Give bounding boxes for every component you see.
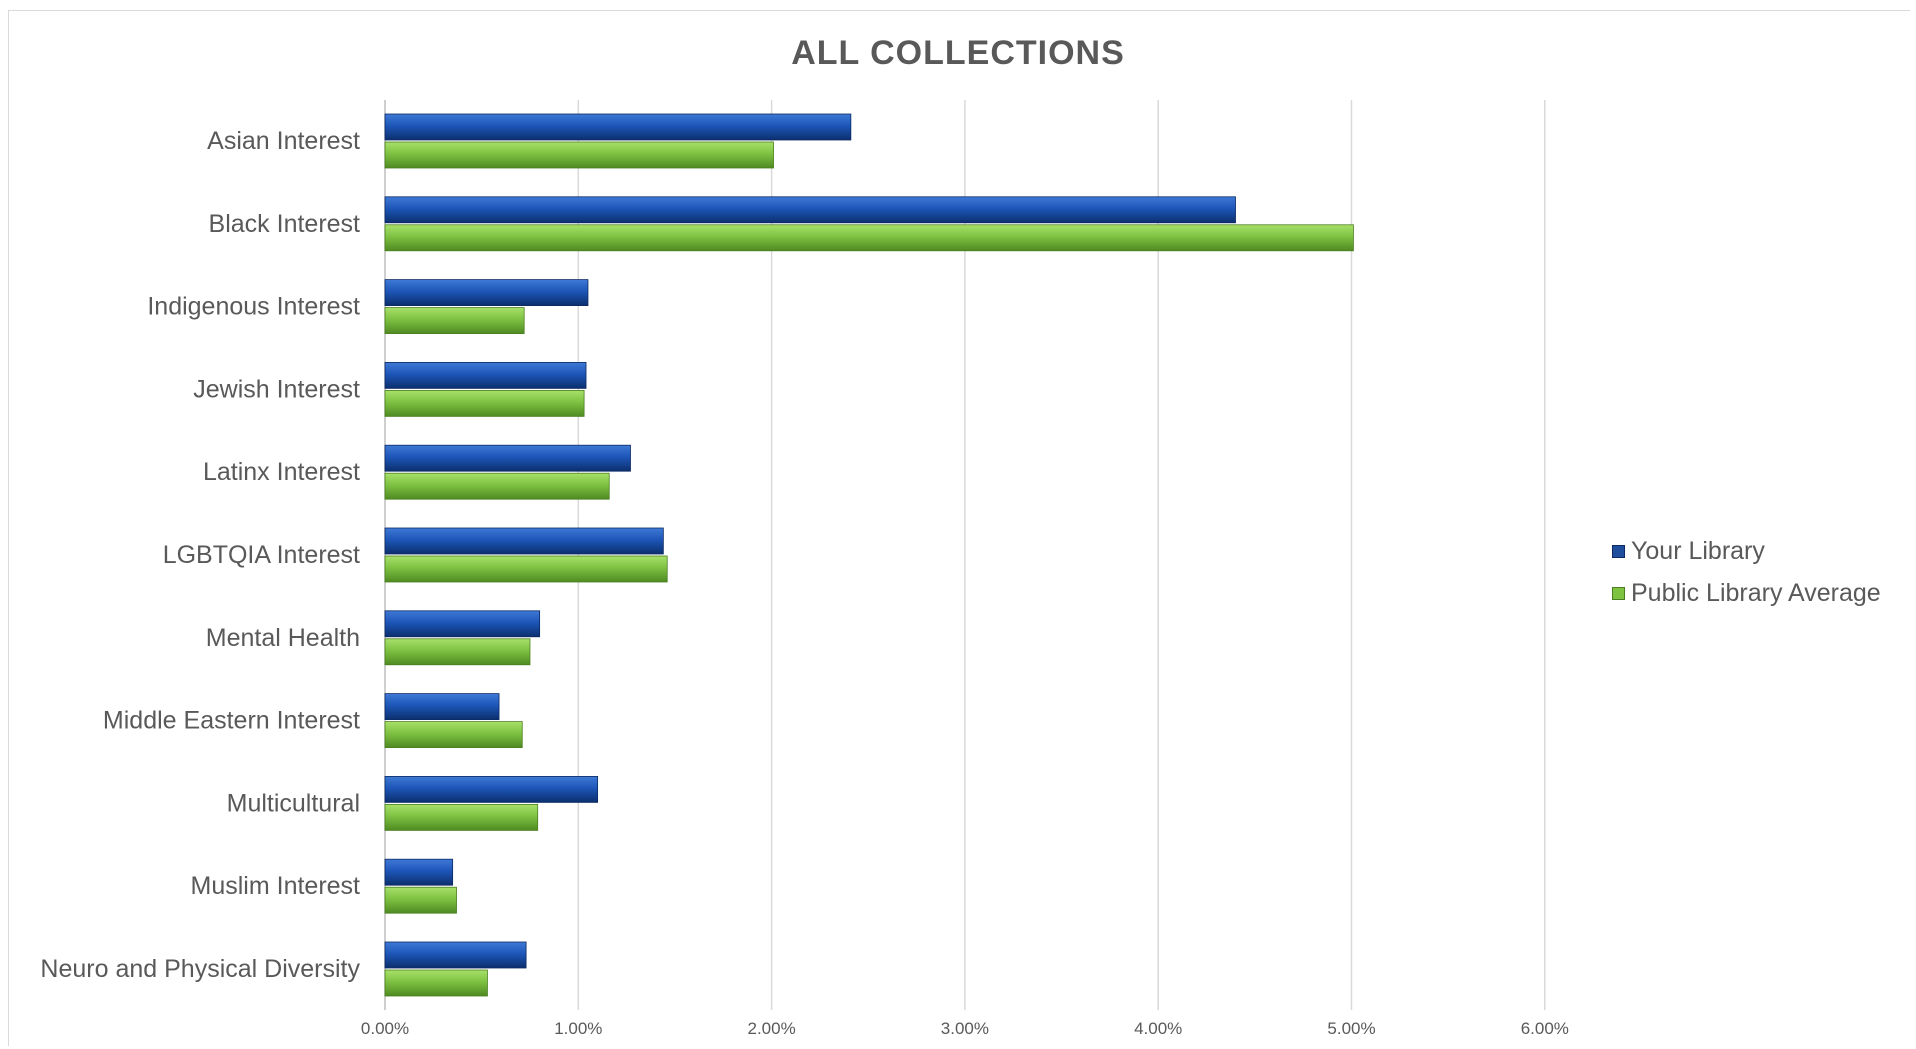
category-label: Jewish Interest [193,375,360,403]
chart-frame [8,10,1910,1046]
bar-public-library-average [384,969,488,997]
category-label: Multicultural [227,789,360,817]
bar-your-library [384,693,500,720]
bar-public-library-average [384,224,1354,252]
bar-public-library-average [384,804,539,831]
legend-item-public-library-average: Public Library Average [1612,572,1881,614]
bar-public-library-average [384,721,523,748]
legend-swatch-your-library [1612,544,1625,558]
legend: Your Library Public Library Average [1612,530,1881,614]
bar-public-library-average [384,886,457,914]
category-label: LGBTQIA Interest [163,541,360,569]
legend-item-your-library: Your Library [1612,530,1881,572]
legend-label-your-library: Your Library [1631,536,1765,565]
x-tick-label: 5.00% [1327,1019,1375,1038]
category-label: Mental Health [206,624,360,652]
x-tick-label: 6.00% [1521,1019,1569,1038]
bar-public-library-average [384,555,668,583]
x-tick-labels: 0.00% 1.00% 2.00% 3.00% 4.00% 5.00% 6.00% [361,1019,1569,1038]
chart-title: ALL COLLECTIONS [791,34,1125,72]
x-tick-label: 1.00% [554,1019,602,1038]
bar-your-library [384,858,454,886]
bar-public-library-average [384,638,531,666]
bar-your-library [384,610,541,638]
bar-public-library-average [384,389,585,417]
bar-your-library [384,444,631,472]
bar-public-library-average [384,472,610,500]
bar-your-library [384,941,527,969]
bar-your-library [384,113,852,141]
bar-public-library-average [384,141,774,169]
category-label: Muslim Interest [191,872,361,900]
category-label: Latinx Interest [203,458,360,486]
legend-label-public-library-average: Public Library Average [1631,578,1881,607]
bar-your-library [384,279,589,307]
x-tick-label: 3.00% [941,1019,989,1038]
x-tick-label: 0.00% [361,1019,409,1038]
bar-your-library [384,361,587,389]
category-labels: Asian Interest Black Interest Indigenous I… [40,127,360,983]
legend-swatch-public-library-average [1612,586,1625,600]
gridlines [384,100,1546,1010]
x-tick-label: 4.00% [1134,1019,1182,1038]
bar-your-library [384,527,664,555]
category-label: Indigenous Interest [147,293,360,321]
category-label: Neuro and Physical Diversity [40,955,360,983]
bar-your-library [384,196,1236,224]
category-label: Black Interest [209,210,361,238]
x-tick-label: 2.00% [747,1019,795,1038]
bar-your-library [384,776,599,803]
category-label: Asian Interest [207,127,360,155]
bar-public-library-average [384,307,525,335]
bars [384,113,1354,997]
category-label: Middle Eastern Interest [103,707,360,735]
